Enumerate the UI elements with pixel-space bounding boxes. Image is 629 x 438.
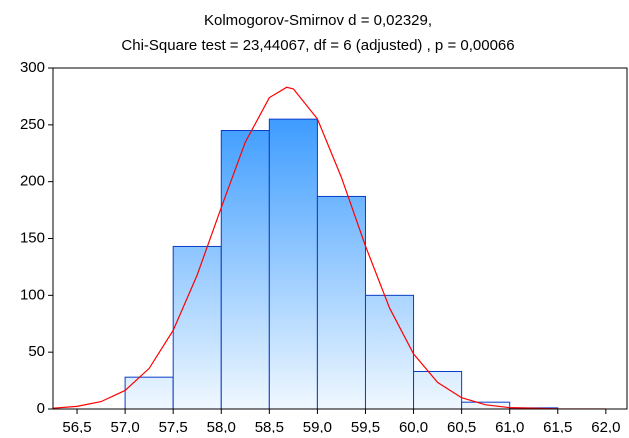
x-tick-label: 60,0 [399,419,428,433]
bar [413,370,463,410]
x-tick-label: 57,0 [111,419,140,433]
bar [364,294,415,410]
x-tick-label: 56,5 [62,419,91,433]
bar [124,376,174,410]
bar [220,130,270,410]
bar [316,195,366,410]
bar [461,401,511,410]
bar [268,118,318,410]
x-tick-label: 58,0 [207,419,236,433]
bars [124,118,559,410]
x-tick-label: 58,5 [255,419,284,433]
fit-curve-group [53,86,606,409]
y-tick-label: 0 [37,400,45,417]
y-tick-label: 100 [20,286,45,303]
x-tick-label: 62,0 [591,419,620,433]
fit-curve [53,86,606,409]
x-tick-label: 59,0 [303,419,332,433]
chart-title: Chi-Square test = 23,44067, df = 6 (adju… [121,37,514,54]
y-tick-label: 300 [20,59,45,76]
x-tick-label: 60,5 [447,419,476,433]
x-tick-label: 61,0 [495,419,524,433]
y-tick-label: 200 [20,173,45,190]
y-tick-label: 50 [28,343,45,360]
chart-title: Kolmogorov-Smirnov d = 0,02329, [204,12,432,29]
bar [172,245,222,410]
x-tick-label: 59,5 [351,419,380,433]
x-tick-label: 57,5 [159,419,188,433]
x-tick-label: 61,5 [543,419,572,433]
y-tick-label: 150 [20,229,45,246]
y-tick-label: 250 [20,116,45,133]
